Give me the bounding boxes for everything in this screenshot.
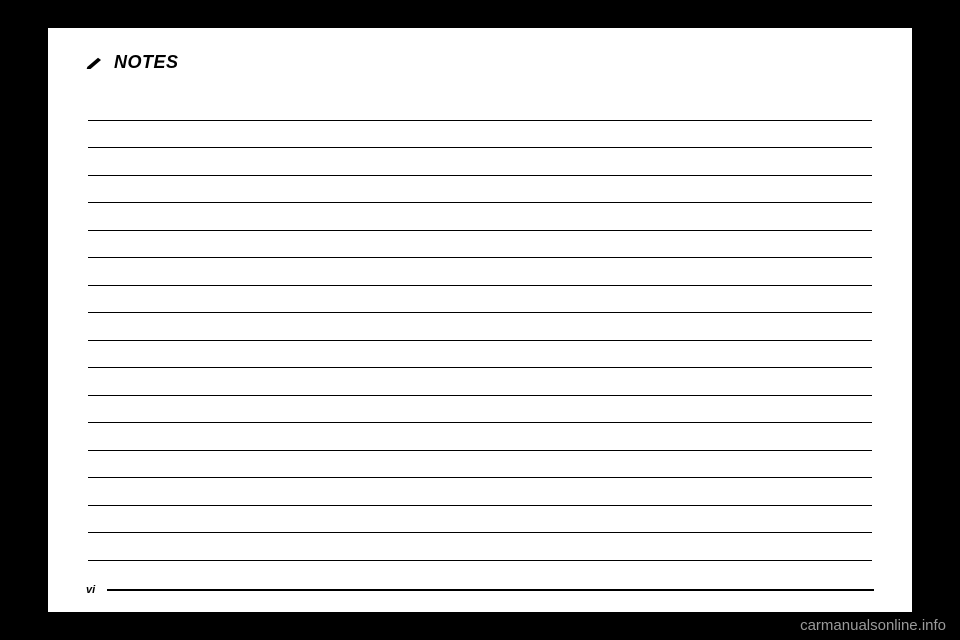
- document-page: NOTES vi: [48, 28, 912, 612]
- page-footer: vi: [86, 584, 874, 596]
- note-line: [88, 148, 872, 176]
- note-line: [88, 203, 872, 231]
- note-line: [88, 341, 872, 369]
- note-line: [88, 313, 872, 341]
- notes-lines-area: [86, 93, 874, 561]
- note-line: [88, 286, 872, 314]
- watermark-text: carmanualsonline.info: [800, 617, 946, 634]
- note-line: [88, 451, 872, 479]
- page-number: vi: [86, 584, 95, 596]
- note-line: [88, 368, 872, 396]
- note-line: [88, 176, 872, 204]
- note-line: [88, 478, 872, 506]
- footer-divider: [107, 589, 874, 591]
- note-line: [88, 396, 872, 424]
- note-line: [88, 231, 872, 259]
- note-line: [88, 93, 872, 121]
- note-line: [88, 533, 872, 561]
- note-line: [88, 121, 872, 149]
- page-title: NOTES: [114, 52, 179, 73]
- note-line: [88, 506, 872, 534]
- note-line: [88, 423, 872, 451]
- page-header: NOTES: [86, 52, 874, 73]
- note-line: [88, 258, 872, 286]
- pencil-icon: [86, 56, 104, 70]
